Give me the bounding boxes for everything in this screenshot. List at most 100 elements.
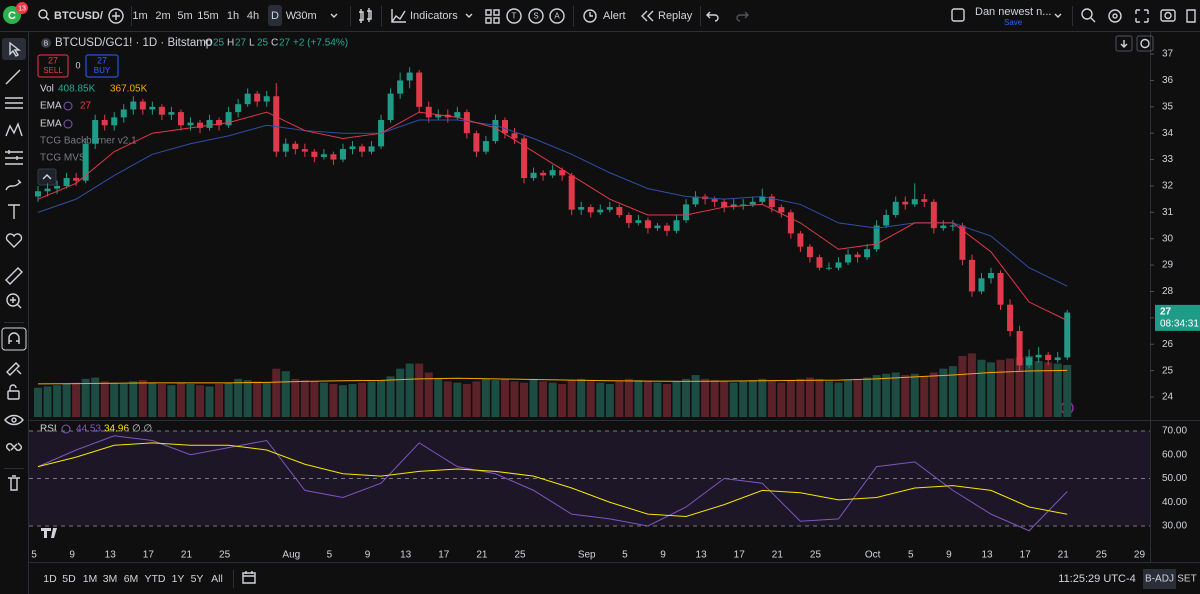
stay-drawing-tool[interactable]: [6, 362, 22, 376]
publish-icon[interactable]: [1186, 9, 1196, 23]
interval-button[interactable]: 1m: [132, 10, 147, 22]
reset-button[interactable]: [1136, 35, 1154, 52]
x-tick-label: 9: [365, 550, 371, 561]
range-button[interactable]: 1D: [43, 573, 57, 585]
zoom-tool[interactable]: [6, 293, 20, 307]
range-button[interactable]: YTD: [145, 573, 166, 585]
indicators-caret[interactable]: [465, 13, 473, 18]
candle-body: [216, 120, 223, 126]
sell-button[interactable]: [37, 54, 69, 78]
range-button[interactable]: 5D: [62, 573, 76, 585]
interval-button[interactable]: 5m: [177, 10, 192, 22]
quick-search-icon[interactable]: [1081, 8, 1093, 20]
redo-button[interactable]: [736, 11, 749, 22]
range-button[interactable]: 5Y: [191, 573, 204, 585]
search-icon[interactable]: [38, 9, 48, 19]
snapshot-icon[interactable]: [1160, 9, 1176, 22]
range-button[interactable]: 1M: [83, 573, 98, 585]
range-button[interactable]: 1Y: [172, 573, 185, 585]
interval-button[interactable]: 4h: [247, 10, 259, 22]
volume-bar: [167, 385, 176, 417]
indicators-button[interactable]: Indicators: [410, 10, 458, 22]
collapse-legend[interactable]: [37, 168, 57, 186]
replay-icon[interactable]: [641, 10, 654, 22]
volume-bar: [987, 362, 995, 417]
replay-button[interactable]: Replay: [658, 10, 693, 22]
volume-bar: [863, 377, 872, 417]
link-tool[interactable]: [6, 442, 22, 452]
text-tool[interactable]: [8, 204, 20, 219]
interval-button[interactable]: D: [271, 10, 279, 22]
buy-button[interactable]: [85, 54, 119, 78]
layout-checkbox[interactable]: [951, 8, 965, 22]
volume-bar: [415, 363, 424, 417]
goto-date-icon[interactable]: [242, 571, 256, 584]
cursor-tool[interactable]: [9, 41, 22, 57]
indicators-icon[interactable]: [391, 9, 406, 23]
range-button[interactable]: 3M: [103, 573, 118, 585]
volume-bar: [901, 375, 910, 417]
interval-caret[interactable]: [330, 13, 338, 18]
settlement-button[interactable]: SET: [1177, 574, 1196, 585]
scroll-button[interactable]: [1115, 35, 1133, 52]
alert-button[interactable]: Alert: [603, 10, 626, 22]
volume-bar: [329, 383, 338, 417]
candle-body: [616, 207, 623, 215]
rsi-tick-label: 70.00: [1162, 426, 1187, 437]
alert-icon[interactable]: [583, 9, 597, 23]
magnet-tool-bg: [1, 327, 27, 351]
trend-line-tool[interactable]: [5, 69, 21, 85]
icon-tool[interactable]: [5, 233, 23, 248]
badge-circle[interactable]: [528, 8, 544, 24]
candle-body: [797, 233, 804, 247]
lock-tool[interactable]: [7, 390, 20, 400]
remove-tool[interactable]: [8, 475, 20, 491]
layout-caret[interactable]: [1054, 13, 1062, 18]
volume-bar: [348, 383, 357, 417]
range-button[interactable]: All: [211, 573, 223, 585]
interval-button[interactable]: 2m: [155, 10, 170, 22]
x-tick-label: 5: [908, 550, 914, 561]
settings-icon[interactable]: [1108, 9, 1122, 23]
bottom-bar: 11:25:29 UTC-4 B-ADJ SET: [233, 569, 1197, 589]
compare-button[interactable]: [108, 8, 124, 24]
candle-body: [311, 151, 318, 157]
candle-body: [997, 273, 1004, 305]
layout-name[interactable]: Dan newest n...: [975, 6, 1051, 18]
adj-button[interactable]: B-ADJ: [1145, 574, 1174, 585]
brush-tool[interactable]: [5, 179, 22, 191]
magnet-tool[interactable]: [8, 332, 20, 344]
volume-bar: [853, 378, 862, 417]
fib-tool[interactable]: [5, 97, 23, 109]
layout-icon[interactable]: [485, 9, 500, 24]
pattern-tool[interactable]: [5, 122, 23, 137]
interval-button[interactable]: 1h: [227, 10, 239, 22]
profile-avatar[interactable]: [3, 6, 21, 24]
x-tick-label: 29: [1134, 550, 1146, 561]
badge-circle[interactable]: [506, 8, 522, 24]
interval-button[interactable]: W: [286, 10, 297, 22]
interval-button[interactable]: 15m: [197, 10, 218, 22]
interval-button[interactable]: 30m: [295, 10, 316, 22]
badge-circle[interactable]: [549, 8, 565, 24]
undo-button[interactable]: [706, 11, 719, 22]
fullscreen-icon[interactable]: [1135, 9, 1149, 23]
ruler-tool[interactable]: [5, 267, 23, 285]
save-label[interactable]: Save: [1004, 18, 1023, 27]
ema-value: 27: [80, 101, 92, 112]
x-tick-label: 13: [696, 550, 708, 561]
candle-body: [44, 188, 51, 192]
range-button[interactable]: 6M: [124, 573, 139, 585]
prediction-tool[interactable]: [5, 150, 23, 165]
chart-type-icon[interactable]: [359, 8, 372, 23]
volume-bar: [510, 381, 519, 417]
ohlc-value: 25: [257, 38, 269, 49]
vol-value: 408.85K: [58, 84, 96, 95]
x-tick-label: 21: [476, 550, 488, 561]
symbol-search[interactable]: BTCUSD/: [54, 10, 103, 22]
candle-body: [711, 199, 718, 202]
volume-bar: [948, 366, 957, 417]
clock[interactable]: 11:25:29 UTC-4: [1058, 573, 1135, 585]
hide-tool[interactable]: [4, 414, 24, 426]
candle-body: [902, 201, 909, 205]
